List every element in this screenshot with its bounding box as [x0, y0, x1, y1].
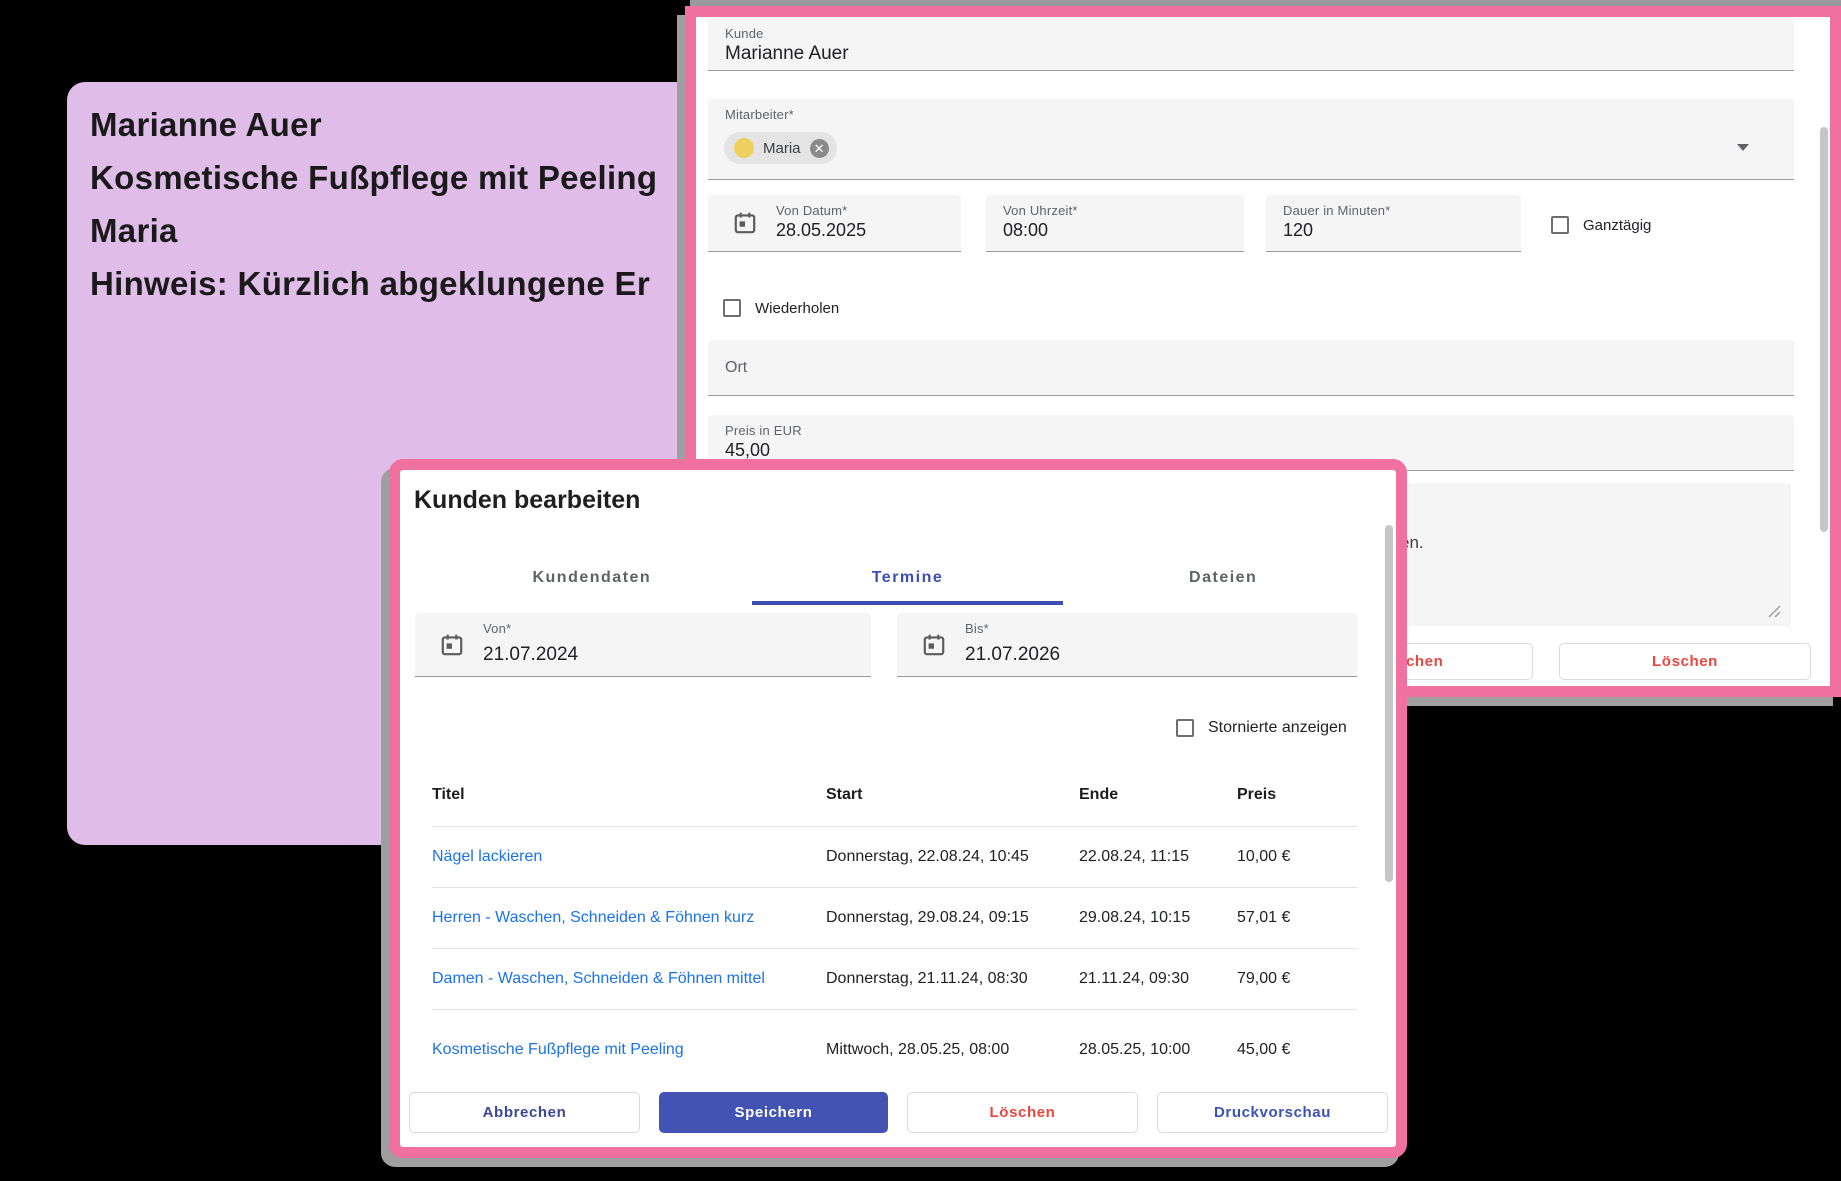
- table-row: Herren - Waschen, Schneiden & Föhnen kur…: [432, 888, 1357, 949]
- ganztaegig-checkbox[interactable]: [1551, 216, 1569, 234]
- von-uhrzeit-label: Von Uhrzeit*: [1003, 203, 1078, 218]
- chevron-down-icon[interactable]: [1737, 144, 1749, 151]
- tooltip-note: Hinweis: Kürzlich abgeklungene Er: [90, 265, 651, 302]
- von-datum-label: Von Datum*: [776, 203, 848, 218]
- mitarbeiter-label: Mitarbeiter*: [725, 107, 794, 122]
- calendar-icon: [923, 634, 945, 655]
- appointment-link[interactable]: Damen - Waschen, Schneiden & Föhnen mitt…: [432, 970, 765, 987]
- von-field[interactable]: Von* 21.07.2024: [415, 613, 871, 677]
- abbrechen-button[interactable]: Abbrechen: [409, 1092, 640, 1133]
- customer-dialog-scrollbar[interactable]: [1385, 525, 1393, 882]
- row-ende: 29.08.24, 10:15: [1079, 909, 1191, 926]
- bis-field[interactable]: Bis* 21.07.2026: [897, 613, 1357, 677]
- tooltip-customer-name: Marianne Auer: [90, 106, 322, 143]
- mitarbeiter-field[interactable]: Mitarbeiter* Maria ✕: [708, 99, 1794, 180]
- preis-value: 45,00: [725, 440, 771, 460]
- tooltip-employee-name: Maria: [90, 212, 178, 249]
- tab-dateien[interactable]: Dateien: [1065, 554, 1381, 602]
- table-row: Nägel lackieren Donnerstag, 22.08.24, 10…: [432, 827, 1357, 888]
- wiederholen-checkbox[interactable]: [723, 299, 741, 317]
- employee-chip[interactable]: Maria ✕: [724, 132, 837, 164]
- calendar-icon: [441, 634, 463, 655]
- tab-bar: Kundendaten Termine Dateien: [434, 554, 1381, 605]
- bis-value: 21.07.2026: [965, 644, 1061, 665]
- customer-edit-dialog: Kunden bearbeiten Kundendaten Termine Da…: [389, 459, 1407, 1158]
- ganztaegig-row: Ganztägig: [1551, 216, 1651, 234]
- loeschen-button[interactable]: Löschen: [907, 1092, 1138, 1133]
- appointment-dialog-scrollbar[interactable]: [1820, 127, 1828, 532]
- druckvorschau-button[interactable]: Druckvorschau: [1157, 1092, 1388, 1133]
- von-uhrzeit-value: 08:00: [1003, 220, 1049, 240]
- active-tab-indicator: [751, 601, 1064, 605]
- tab-kundendaten[interactable]: Kundendaten: [434, 554, 750, 602]
- row-ende: 22.08.24, 11:15: [1079, 848, 1190, 865]
- background-window-edge: [690, 0, 1841, 6]
- ort-field[interactable]: Ort: [708, 340, 1794, 396]
- row-ende: 28.05.25, 10:00: [1079, 1041, 1191, 1058]
- kunde-value: Marianne Auer: [725, 43, 849, 64]
- calendar-icon: [734, 212, 756, 234]
- wiederholen-label: Wiederholen: [755, 299, 840, 317]
- row-preis: 10,00 €: [1237, 848, 1291, 865]
- von-datum-field[interactable]: Von Datum* 28.05.2025: [708, 195, 961, 252]
- table-row: Damen - Waschen, Schneiden & Föhnen mitt…: [432, 949, 1357, 1010]
- appointment-link[interactable]: Kosmetische Fußpflege mit Peeling: [432, 1041, 684, 1058]
- speichern-button[interactable]: Speichern: [659, 1092, 888, 1133]
- row-start: Mittwoch, 28.05.25, 08:00: [826, 1041, 1010, 1058]
- stornierte-row: Stornierte anzeigen: [1176, 719, 1347, 737]
- preis-label: Preis in EUR: [725, 423, 802, 438]
- table-row: Kosmetische Fußpflege mit Peeling Mittwo…: [432, 1010, 1357, 1090]
- header-ende: Ende: [1079, 786, 1119, 803]
- stornierte-checkbox[interactable]: [1176, 719, 1194, 737]
- dauer-label: Dauer in Minuten*: [1283, 203, 1391, 218]
- tooltip-service-name: Kosmetische Fußpflege mit Peeling: [90, 159, 658, 196]
- tab-termine-label: Termine: [871, 569, 944, 586]
- dialog-title: Kunden bearbeiten: [414, 486, 641, 514]
- ganztaegig-label: Ganztägig: [1583, 216, 1652, 234]
- dauer-value: 120: [1283, 220, 1314, 240]
- employee-chip-label: Maria: [763, 139, 801, 157]
- appointment-link[interactable]: Nägel lackieren: [432, 848, 543, 865]
- header-start: Start: [826, 786, 863, 803]
- row-ende: 21.11.24, 09:30: [1079, 970, 1190, 987]
- dauer-field[interactable]: Dauer in Minuten* 120: [1266, 195, 1521, 252]
- tab-termine[interactable]: Termine: [750, 554, 1066, 605]
- kunde-label: Kunde: [725, 26, 764, 41]
- row-start: Donnerstag, 22.08.24, 10:45: [826, 848, 1029, 865]
- tab-kundendaten-label: Kundendaten: [532, 569, 652, 586]
- von-label: Von*: [483, 621, 512, 636]
- bis-label: Bis*: [965, 621, 989, 636]
- resize-handle-icon[interactable]: [1767, 604, 1781, 618]
- chip-remove-icon[interactable]: ✕: [809, 138, 829, 158]
- appointments-table: Titel Start Ende Preis Nägel lackieren D…: [432, 764, 1357, 1090]
- row-preis: 45,00 €: [1237, 1041, 1291, 1058]
- header-titel: Titel: [432, 786, 465, 803]
- header-preis: Preis: [1237, 786, 1277, 803]
- row-preis: 79,00 €: [1237, 970, 1291, 987]
- von-value: 21.07.2024: [483, 644, 579, 665]
- row-start: Donnerstag, 29.08.24, 09:15: [826, 909, 1029, 926]
- dialog-button-row: Abbrechen Speichern Löschen Druckvorscha…: [409, 1092, 1388, 1133]
- wiederholen-row: Wiederholen: [723, 299, 839, 317]
- tab-dateien-label: Dateien: [1189, 569, 1258, 586]
- von-datum-value: 28.05.2025: [776, 220, 867, 240]
- von-uhrzeit-field[interactable]: Von Uhrzeit* 08:00: [986, 195, 1244, 252]
- stornierte-label: Stornierte anzeigen: [1208, 719, 1347, 736]
- appointment-loeschen-button[interactable]: Löschen: [1559, 643, 1811, 680]
- table-header-row: Titel Start Ende Preis: [432, 764, 1357, 827]
- row-preis: 57,01 €: [1237, 909, 1291, 926]
- row-start: Donnerstag, 21.11.24, 08:30: [826, 970, 1028, 987]
- employee-color-dot-icon: [734, 138, 754, 158]
- ort-label: Ort: [725, 358, 748, 376]
- kunde-field[interactable]: Kunde Marianne Auer: [708, 18, 1794, 71]
- appointment-link[interactable]: Herren - Waschen, Schneiden & Föhnen kur…: [432, 909, 755, 926]
